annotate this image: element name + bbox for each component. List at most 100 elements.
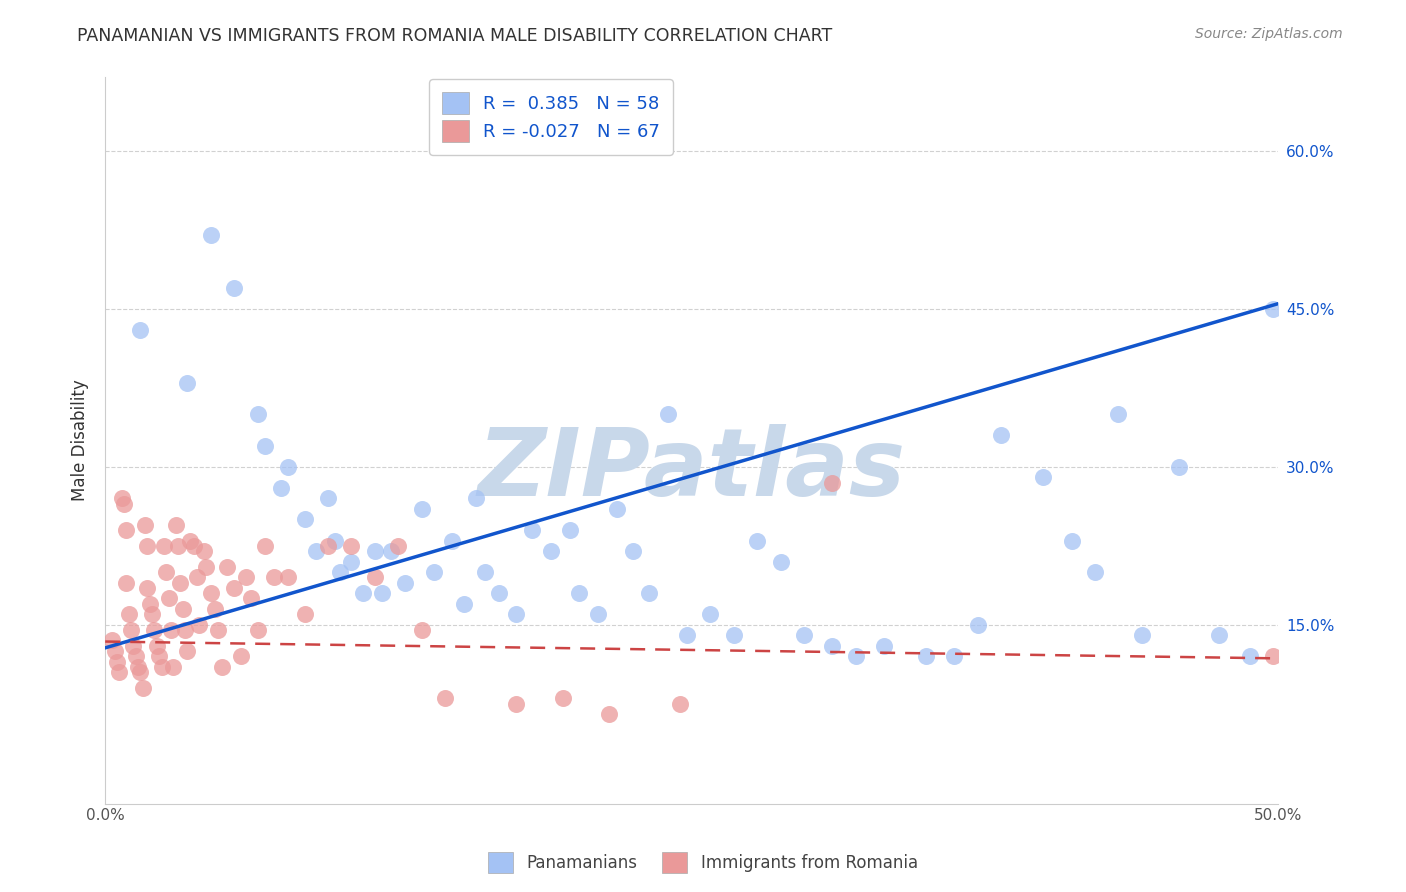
Point bbox=[136, 539, 159, 553]
Point bbox=[638, 586, 661, 600]
Point bbox=[464, 491, 486, 506]
Point bbox=[174, 623, 197, 637]
Point bbox=[193, 544, 215, 558]
Point bbox=[1168, 459, 1191, 474]
Point bbox=[195, 559, 218, 574]
Point bbox=[129, 665, 152, 679]
Point bbox=[434, 691, 457, 706]
Point bbox=[143, 623, 166, 637]
Point bbox=[263, 570, 285, 584]
Point bbox=[915, 649, 938, 664]
Point bbox=[169, 575, 191, 590]
Point bbox=[224, 581, 246, 595]
Point bbox=[411, 623, 433, 637]
Point bbox=[1263, 649, 1285, 664]
Point bbox=[558, 523, 581, 537]
Y-axis label: Male Disability: Male Disability bbox=[72, 380, 89, 501]
Point bbox=[118, 607, 141, 622]
Point bbox=[207, 623, 229, 637]
Point bbox=[104, 644, 127, 658]
Point bbox=[172, 602, 194, 616]
Point bbox=[148, 649, 170, 664]
Text: Source: ZipAtlas.com: Source: ZipAtlas.com bbox=[1195, 27, 1343, 41]
Point bbox=[371, 586, 394, 600]
Point bbox=[146, 639, 169, 653]
Point bbox=[340, 555, 363, 569]
Point bbox=[132, 681, 155, 695]
Point bbox=[122, 639, 145, 653]
Point bbox=[340, 539, 363, 553]
Point bbox=[505, 697, 527, 711]
Legend: R =  0.385   N = 58, R = -0.027   N = 67: R = 0.385 N = 58, R = -0.027 N = 67 bbox=[429, 79, 672, 155]
Point bbox=[1263, 301, 1285, 316]
Point bbox=[540, 544, 562, 558]
Point bbox=[723, 628, 745, 642]
Point bbox=[1208, 628, 1230, 642]
Point bbox=[943, 649, 966, 664]
Point bbox=[141, 607, 163, 622]
Point bbox=[453, 597, 475, 611]
Point bbox=[605, 502, 627, 516]
Point bbox=[176, 376, 198, 390]
Point bbox=[474, 565, 496, 579]
Point bbox=[676, 628, 699, 642]
Point bbox=[239, 591, 262, 606]
Point bbox=[157, 591, 180, 606]
Point bbox=[111, 491, 134, 506]
Point bbox=[316, 491, 339, 506]
Point bbox=[422, 565, 444, 579]
Point bbox=[845, 649, 868, 664]
Point bbox=[200, 228, 222, 243]
Point bbox=[125, 649, 148, 664]
Point bbox=[101, 633, 124, 648]
Point bbox=[394, 575, 416, 590]
Point bbox=[990, 428, 1012, 442]
Point bbox=[380, 544, 402, 558]
Point bbox=[165, 517, 187, 532]
Point bbox=[793, 628, 815, 642]
Point bbox=[821, 475, 844, 490]
Point bbox=[167, 539, 190, 553]
Point bbox=[176, 644, 198, 658]
Legend: Panamanians, Immigrants from Romania: Panamanians, Immigrants from Romania bbox=[481, 846, 925, 880]
Point bbox=[505, 607, 527, 622]
Point bbox=[441, 533, 464, 548]
Point bbox=[211, 660, 233, 674]
Point bbox=[1084, 565, 1107, 579]
Point bbox=[188, 617, 211, 632]
Text: PANAMANIAN VS IMMIGRANTS FROM ROMANIA MALE DISABILITY CORRELATION CHART: PANAMANIAN VS IMMIGRANTS FROM ROMANIA MA… bbox=[77, 27, 832, 45]
Point bbox=[231, 649, 253, 664]
Point bbox=[364, 544, 387, 558]
Point bbox=[821, 639, 844, 653]
Point bbox=[162, 660, 184, 674]
Point bbox=[1107, 407, 1129, 421]
Point bbox=[305, 544, 328, 558]
Point bbox=[294, 512, 316, 526]
Point bbox=[200, 586, 222, 600]
Point bbox=[411, 502, 433, 516]
Point bbox=[323, 533, 346, 548]
Point bbox=[105, 655, 128, 669]
Point bbox=[873, 639, 896, 653]
Point bbox=[621, 544, 644, 558]
Point bbox=[586, 607, 609, 622]
Point bbox=[246, 407, 269, 421]
Point bbox=[246, 623, 269, 637]
Point bbox=[747, 533, 769, 548]
Point bbox=[217, 559, 239, 574]
Point bbox=[153, 539, 176, 553]
Point bbox=[115, 575, 138, 590]
Point bbox=[270, 481, 292, 495]
Point bbox=[568, 586, 591, 600]
Point bbox=[120, 623, 142, 637]
Point bbox=[669, 697, 692, 711]
Point bbox=[966, 617, 988, 632]
Point bbox=[160, 623, 183, 637]
Point bbox=[179, 533, 201, 548]
Point bbox=[277, 459, 299, 474]
Point bbox=[253, 539, 276, 553]
Point bbox=[598, 707, 620, 722]
Point bbox=[352, 586, 374, 600]
Point bbox=[488, 586, 510, 600]
Point bbox=[127, 660, 149, 674]
